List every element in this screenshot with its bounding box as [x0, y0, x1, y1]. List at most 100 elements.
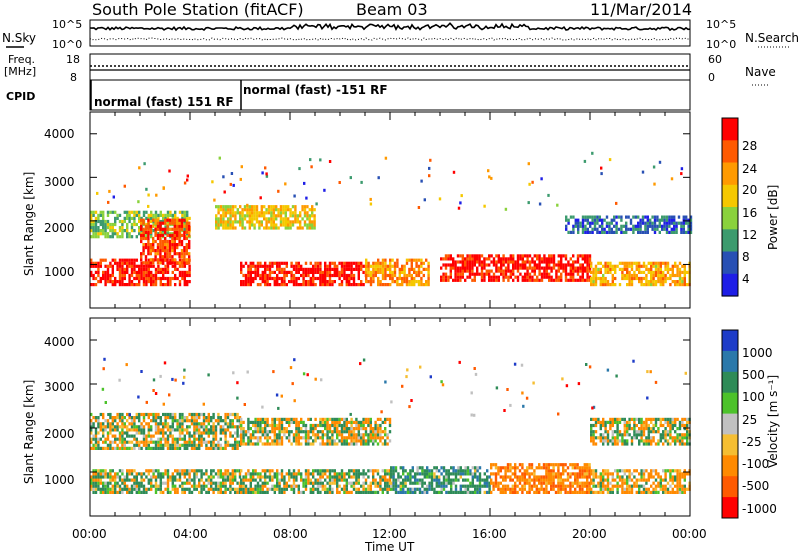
vel-cell-band-0 — [94, 434, 98, 438]
vel-cell-band-2 — [362, 487, 365, 491]
power-cell-band-4 — [316, 264, 320, 268]
power-cell-band-7 — [615, 227, 618, 231]
power-cell-band-4 — [240, 267, 243, 271]
vel-cell-band-0 — [224, 428, 227, 432]
power-cell-band-6 — [502, 260, 505, 264]
vel-cell-band-2 — [256, 475, 260, 479]
power-cell-band-6 — [500, 260, 503, 264]
power-cell-band-4 — [348, 283, 351, 287]
vel-cell-band-1 — [214, 487, 218, 491]
power-cell-band-4 — [247, 273, 250, 278]
power-cell-band-7 — [613, 224, 616, 228]
power-cell-band-7 — [656, 227, 659, 231]
vel-cell-band-6 — [645, 436, 648, 440]
vel-cell-band-3 — [292, 433, 296, 437]
vel-cell-band-0 — [193, 425, 196, 429]
power-cell-band-2 — [152, 236, 155, 241]
power-cell-band-6 — [473, 272, 476, 276]
power-cell-band-7 — [675, 221, 678, 225]
vel-cell-band-2 — [319, 490, 322, 494]
vel-cell-band-3 — [297, 430, 300, 434]
vel-cell-band-0 — [224, 446, 227, 450]
power-cell-band-6 — [464, 260, 467, 264]
vel-cell-band-2 — [240, 469, 243, 473]
power-cell-band-4 — [314, 267, 317, 271]
power-cell-band-2 — [159, 243, 162, 247]
vel-cell-band-1 — [207, 481, 210, 485]
vel-cell-band-2 — [314, 469, 317, 473]
vel-cell-band-1 — [193, 484, 196, 488]
vel-cell-band-5 — [528, 463, 531, 467]
power-cell-band-8 — [650, 270, 653, 274]
vel-cell-band-0 — [171, 422, 174, 426]
vel-cell-band-3 — [324, 433, 327, 437]
vel-cell-band-0 — [190, 412, 194, 417]
power-cell-band-5 — [377, 261, 380, 265]
vel-cell-band-5 — [514, 484, 517, 488]
vel-cell-band-5 — [545, 484, 548, 488]
vel-cell-band-3 — [340, 436, 344, 440]
vel-cell-band-0 — [195, 443, 198, 447]
vel-cell-band-4 — [416, 478, 419, 482]
power-cell-band-2 — [147, 239, 150, 244]
power-cell-band-2 — [171, 221, 174, 225]
power-cell-band-3 — [253, 211, 256, 215]
power-cell-band-5 — [427, 276, 430, 281]
vel-cell-band-0 — [154, 428, 158, 432]
power-cell-band-0 — [102, 273, 105, 278]
vel-cell-band-2 — [386, 481, 389, 485]
power-cell-band-4 — [309, 283, 312, 287]
vel-cell-band-5 — [552, 481, 555, 485]
power-cell-sparse — [670, 177, 674, 181]
vel-cell-band-1 — [130, 490, 134, 494]
noise-search-line — [89, 37, 690, 41]
vel-cell-band-2 — [336, 475, 339, 479]
vel-cell-band-6 — [633, 430, 636, 434]
vel-cell-band-1 — [133, 487, 136, 491]
vel-cell-band-5 — [542, 475, 546, 479]
vel-cell-band-3 — [295, 423, 298, 428]
vel-cell-band-1 — [111, 478, 114, 482]
power-cell-band-6 — [452, 257, 455, 261]
power-cell-band-5 — [422, 267, 425, 271]
power-cell-band-8 — [674, 264, 677, 268]
power-cell-band-1 — [150, 219, 153, 224]
vel-cell-band-3 — [360, 420, 363, 424]
power-cell-band-6 — [581, 266, 584, 270]
vel-cell-band-4 — [462, 472, 465, 476]
power-cell-band-4 — [328, 273, 332, 278]
vel-cell-band-4 — [428, 481, 431, 485]
power-cell-band-1 — [152, 213, 155, 217]
power-cell-band-2 — [173, 221, 176, 225]
vel-cell-band-3 — [280, 436, 284, 440]
vel-cell-band-2 — [259, 475, 262, 479]
vel-cell-band-3 — [314, 423, 317, 428]
vel-cell-band-0 — [133, 422, 136, 426]
vel-cell-band-6 — [628, 420, 631, 424]
vel-cell-band-2 — [302, 481, 305, 485]
power-cell-band-3 — [311, 214, 314, 218]
power-cell-band-0 — [111, 270, 114, 274]
power-cell-band-2 — [166, 224, 169, 228]
power-cell-band-8 — [659, 276, 662, 281]
power-cell-band-6 — [471, 272, 474, 276]
power-cell-band-6 — [536, 266, 539, 270]
power-cell-band-8 — [645, 276, 648, 281]
power-cell-band-5 — [372, 267, 375, 271]
vel-cell-band-3 — [324, 417, 327, 421]
power-cell-band-4 — [266, 276, 269, 281]
vel-cell-band-4 — [426, 475, 429, 479]
vel-cell-band-2 — [345, 472, 348, 476]
vel-cell-band-4 — [394, 466, 398, 470]
vel-cell-band-0 — [171, 434, 174, 438]
power-cell-band-3 — [272, 220, 275, 224]
noise-panel — [6, 19, 790, 48]
vel-cell-band-0 — [109, 412, 112, 417]
power-cell-band-7 — [637, 221, 640, 225]
vel-cell-band-0 — [178, 422, 182, 426]
power-cell-band-6 — [574, 260, 577, 264]
vel-cell-band-3 — [285, 430, 288, 434]
power-cell-band-6 — [543, 257, 546, 261]
power-cell-band-3 — [224, 214, 227, 218]
power-cell-sparse — [319, 158, 322, 162]
